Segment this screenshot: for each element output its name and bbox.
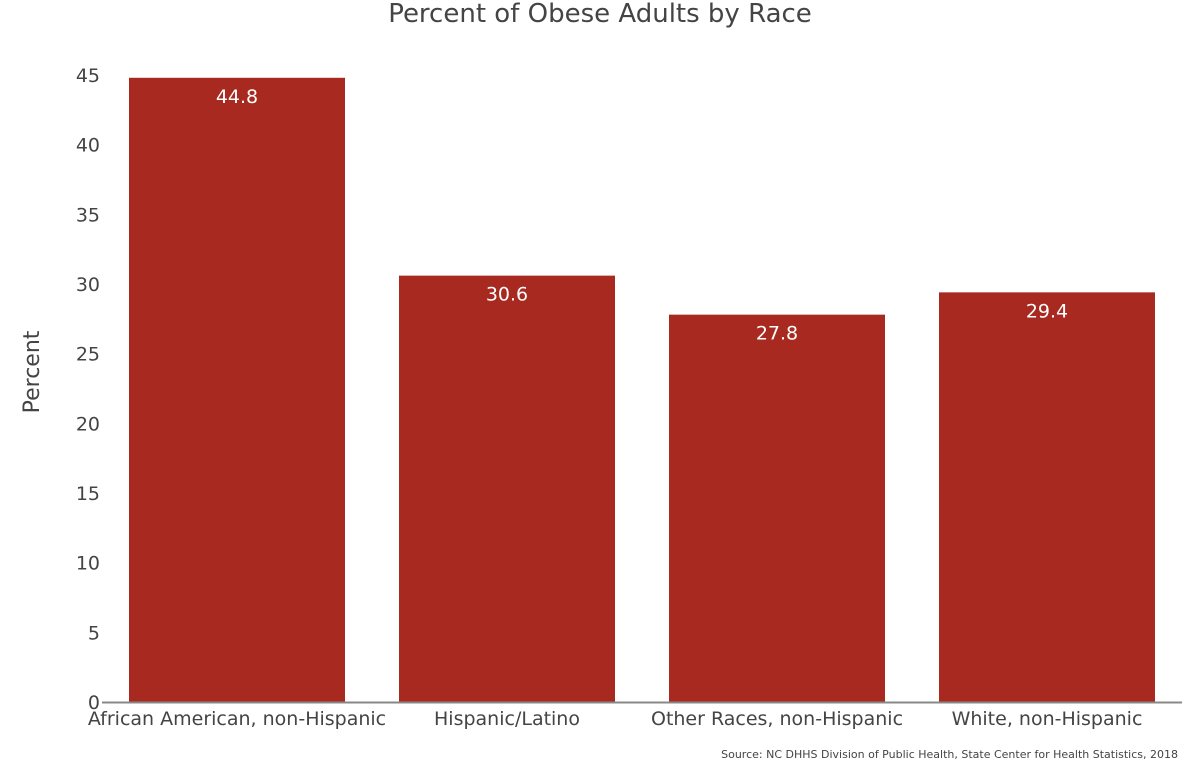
bar-value-label: 30.6 — [486, 284, 528, 306]
y-tick-label: 35 — [76, 204, 100, 226]
source-note: Source: NC DHHS Division of Public Healt… — [721, 748, 1178, 761]
y-axis-ticks: 0 5 10 15 20 25 30 35 40 45 — [76, 65, 100, 714]
bar[interactable] — [399, 275, 615, 702]
x-category-label: African American, non-Hispanic — [88, 708, 386, 730]
y-tick-label: 30 — [76, 274, 100, 296]
x-axis-categories: African American, non-Hispanic Hispanic/L… — [88, 708, 1143, 730]
bar[interactable] — [129, 77, 345, 702]
bar-value-label: 27.8 — [756, 323, 798, 345]
bars — [129, 77, 1155, 702]
bar-value-label: 44.8 — [216, 86, 258, 108]
y-axis-label: Percent — [20, 330, 45, 413]
x-category-label: White, non-Hispanic — [952, 708, 1143, 730]
bar-value-label: 29.4 — [1026, 300, 1068, 322]
y-tick-label: 25 — [76, 344, 100, 366]
y-tick-label: 10 — [76, 553, 100, 575]
y-tick-label: 20 — [76, 413, 100, 435]
y-tick-label: 40 — [76, 135, 100, 157]
y-tick-label: 5 — [88, 622, 100, 644]
bar[interactable] — [939, 292, 1155, 702]
y-tick-label: 45 — [76, 65, 100, 87]
y-tick-label: 15 — [76, 483, 100, 505]
chart-title: Percent of Obese Adults by Race — [388, 0, 812, 29]
x-category-label: Hispanic/Latino — [434, 708, 580, 730]
bar[interactable] — [669, 314, 885, 702]
x-category-label: Other Races, non-Hispanic — [651, 708, 903, 730]
value-labels: 44.8 30.6 27.8 29.4 — [216, 86, 1068, 345]
y-tick-label: 0 — [88, 692, 100, 714]
